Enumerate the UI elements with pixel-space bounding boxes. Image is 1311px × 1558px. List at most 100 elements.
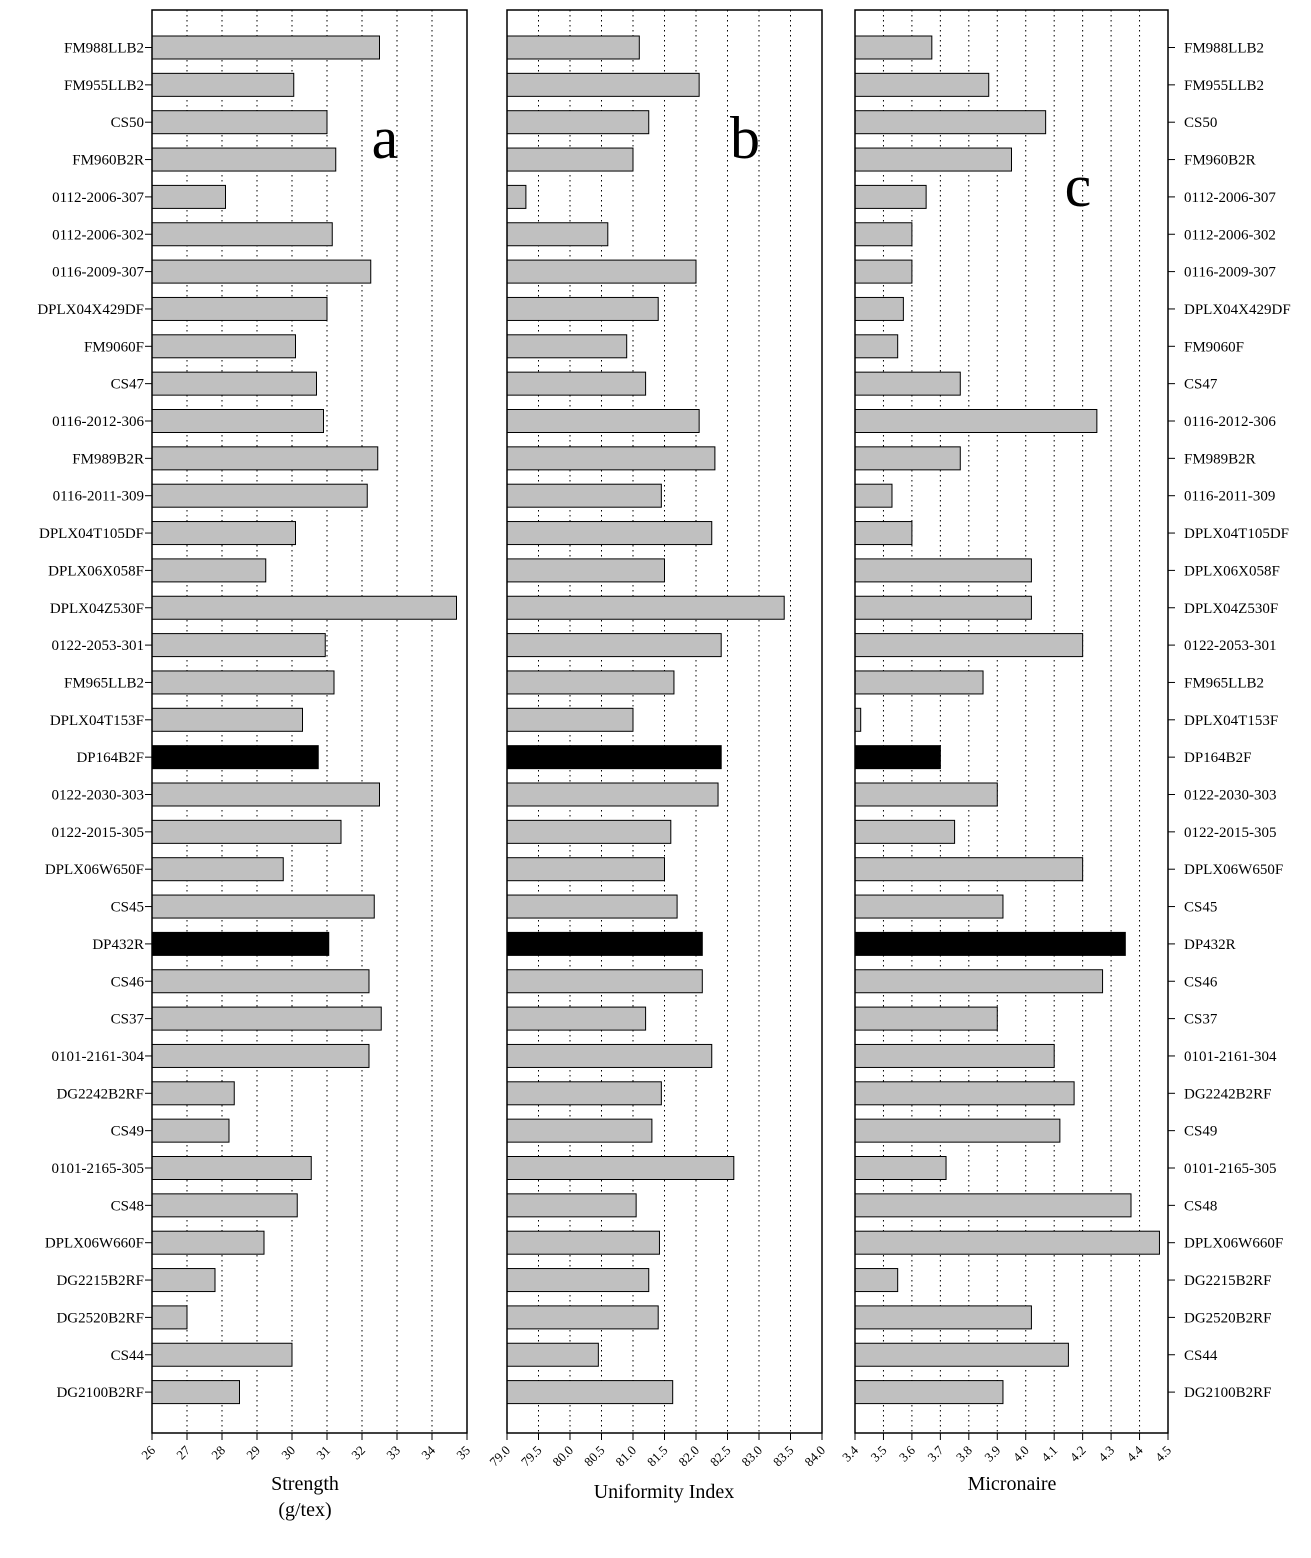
bar-CS47 [854, 371, 961, 396]
bar-DG2100B2RF [151, 1380, 240, 1405]
bar-0122-2030-303 [151, 782, 380, 807]
x-tick-label: 80.5 [581, 1443, 608, 1470]
bar-0116-2011-309 [151, 483, 368, 508]
category-label: CS45 [1184, 900, 1217, 916]
bar-DP432R [506, 931, 703, 956]
category-label: DPLX06W660F [45, 1236, 144, 1252]
bar-0122-2030-303 [854, 782, 998, 807]
x-tick-label: 4.3 [1095, 1443, 1117, 1465]
bar-CS46 [506, 969, 703, 994]
bar-DPLX04X429DF [151, 296, 328, 321]
bar-0122-2053-301 [151, 633, 326, 658]
bar-0112-2006-307 [151, 184, 226, 209]
x-tick-label: 3.8 [953, 1443, 975, 1465]
bar-0116-2009-307 [854, 259, 913, 284]
category-label: 0122-2015-305 [1184, 825, 1277, 841]
category-label: DG2100B2RF [56, 1385, 144, 1401]
category-label: 0122-2053-301 [52, 638, 145, 654]
bar-0101-2165-305 [854, 1156, 947, 1180]
bar-0122-2053-301 [854, 633, 1084, 658]
bar-CS50 [151, 110, 328, 135]
category-label: CS37 [111, 1012, 145, 1028]
bar-DG2215B2RF [506, 1268, 650, 1293]
bar-DG2520B2RF [854, 1305, 1032, 1330]
x-tick-label: 32 [348, 1443, 368, 1463]
bar-0116-2012-306 [506, 409, 700, 433]
plot-frame [854, 9, 1169, 1434]
category-label: CS49 [111, 1124, 144, 1140]
category-label: DG2520B2RF [56, 1310, 144, 1326]
panel-b: 79.0 79.5 80.0 80.5 81.0 81.5 82.0 82.5 83.0 83.5… [486, 9, 828, 1503]
category-label: DG2520B2RF [1184, 1310, 1272, 1326]
bar-DG2242B2RF [854, 1081, 1075, 1106]
x-tick-label: 82.0 [675, 1443, 702, 1470]
bar-DPLX04Z530F [506, 595, 785, 620]
x-tick-label: 35 [453, 1443, 473, 1463]
bar-DG2215B2RF [151, 1268, 216, 1293]
category-label: DP432R [1184, 937, 1236, 953]
category-label: FM989B2R [72, 451, 144, 467]
bar-DP432R [151, 931, 330, 956]
bar-CS46 [854, 969, 1104, 994]
x-tick-label: 4.0 [1010, 1443, 1032, 1465]
x-axis-title: Strength [271, 1473, 339, 1495]
category-label: CS48 [1184, 1198, 1217, 1214]
bar-DG2520B2RF [151, 1305, 188, 1330]
bar-DPLX04T153F [854, 707, 862, 732]
x-tick-label: 28 [208, 1443, 228, 1463]
category-label: DPLX04T153F [1184, 713, 1278, 729]
x-tick-label: 4.5 [1152, 1443, 1174, 1465]
x-tick-label: 84.0 [801, 1443, 828, 1470]
bar-DG2100B2RF [854, 1380, 1004, 1405]
bar-CS47 [151, 371, 317, 396]
bar-FM960B2R [854, 147, 1012, 172]
bar-FM9060F [151, 334, 296, 359]
bar-DP432R [854, 931, 1126, 956]
category-label: DG2215B2RF [1184, 1273, 1272, 1289]
bar-CS37 [151, 1006, 382, 1031]
category-label: FM955LLB2 [64, 78, 144, 94]
bar-0116-2012-306 [854, 409, 1098, 433]
bar-DPLX04X429DF [506, 296, 659, 321]
x-tick-label: 33 [383, 1443, 403, 1463]
panel-c: FM988LLB2 FM955LLB2 CS50 FM960B2R 0112-2006-… [839, 9, 1291, 1495]
category-label: CS48 [111, 1198, 144, 1214]
bar-CS44 [506, 1342, 599, 1367]
x-tick-label: 83.0 [738, 1443, 765, 1470]
category-label: 0116-2012-306 [52, 414, 144, 430]
category-label: DPLX06W650F [1184, 862, 1283, 878]
bar-0101-2165-305 [151, 1156, 312, 1180]
x-tick-label: 30 [278, 1443, 298, 1463]
bar-CS45 [854, 894, 1004, 919]
bar-FM9060F [506, 334, 628, 359]
bar-0101-2161-304 [506, 1043, 713, 1068]
bar-0112-2006-307 [506, 184, 527, 209]
category-label: 0116-2011-309 [1184, 489, 1275, 505]
bar-0116-2009-307 [506, 259, 697, 284]
bar-0101-2161-304 [854, 1043, 1055, 1068]
category-label: CS50 [1184, 115, 1217, 131]
bar-DPLX06X058F [854, 558, 1032, 583]
bar-FM9060F [854, 334, 899, 359]
x-tick-label: 29 [243, 1443, 263, 1463]
bar-FM965LLB2 [854, 670, 984, 695]
bar-CS37 [506, 1006, 647, 1031]
category-label: 0101-2161-304 [1184, 1049, 1277, 1065]
bar-DPLX06W660F [151, 1230, 265, 1255]
category-label: CS44 [111, 1348, 145, 1364]
category-label: FM955LLB2 [1184, 78, 1264, 94]
category-label: DPLX06W650F [45, 862, 144, 878]
category-label: 0101-2165-305 [52, 1161, 145, 1177]
category-label: FM965LLB2 [1184, 675, 1264, 691]
panel-a: FM988LLB2 FM955LLB2 CS50 FM960B2R 0112-2006-… [37, 9, 473, 1521]
category-label: DPLX04Z530F [1184, 601, 1278, 617]
bar-DPLX06W650F [506, 857, 665, 882]
panel-letter: b [730, 105, 760, 171]
category-label: DG2100B2RF [1184, 1385, 1272, 1401]
x-tick-label: 81.5 [644, 1443, 671, 1470]
x-tick-label: 4.4 [1124, 1442, 1146, 1464]
bar-CS45 [506, 894, 678, 919]
category-label: DPLX04T105DF [39, 526, 144, 542]
bar-DG2215B2RF [854, 1268, 899, 1293]
